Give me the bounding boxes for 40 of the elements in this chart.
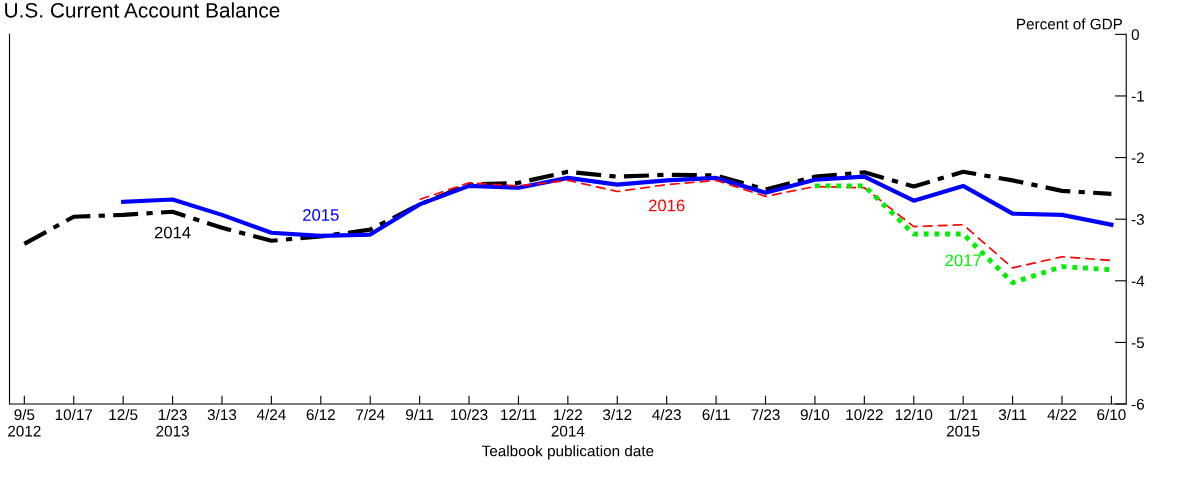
y-tick-label: 0 <box>1131 29 1139 41</box>
x-tick-label: 6/11 <box>702 408 730 421</box>
x-tick-label: 9/10 <box>800 408 830 421</box>
y-tick-label: -6 <box>1131 398 1144 410</box>
series-label: 2014 <box>154 226 191 239</box>
x-tick-label: 1/21 2015 <box>946 408 980 437</box>
line-series <box>121 174 1114 238</box>
series-label: 2017 <box>945 254 981 267</box>
series-label: 2015 <box>303 209 339 221</box>
x-tick-label: 3/11 <box>998 408 1027 421</box>
y-axis-title: Percent of GDP <box>1017 18 1123 30</box>
chart-title: U.S. Current Account Balance <box>5 2 280 18</box>
x-tick-label: 6/12 <box>306 408 335 421</box>
x-tick-label: 7/23 <box>751 408 780 421</box>
x-tick-label: 9/11 <box>406 408 434 421</box>
y-tick-label: -5 <box>1131 337 1145 349</box>
x-tick-label: 4/23 <box>652 408 681 421</box>
x-tick-label: 6/10 <box>1097 408 1126 421</box>
x-tick-label: 4/24 <box>256 408 286 421</box>
y-tick-label: -1 <box>1131 90 1144 102</box>
line-series <box>418 179 1113 269</box>
y-tick-label: -2 <box>1131 152 1144 164</box>
x-tick-label: 10/17 <box>55 408 93 421</box>
x-tick-label: 9/5 2012 <box>8 408 41 437</box>
y-tick-label: -4 <box>1131 275 1145 287</box>
x-tick-label: 3/13 <box>207 408 237 421</box>
x-axis-title: Tealbook publication date <box>482 445 654 460</box>
x-tick-label: 7/24 <box>356 408 385 421</box>
y-tick-label: -3 <box>1131 214 1144 225</box>
x-tick-label: 3/12 <box>602 408 632 421</box>
x-tick-label: 1/22 2014 <box>551 408 585 437</box>
x-tick-label: 12/11 <box>501 408 537 421</box>
x-tick-label: 10/22 <box>846 408 883 421</box>
x-tick-label: 10/23 <box>451 408 488 421</box>
x-tick-label: 4/22 <box>1047 408 1077 421</box>
x-tick-label: 1/23 2013 <box>156 408 189 437</box>
series-label: 2016 <box>648 199 685 212</box>
x-tick-label: 12/10 <box>895 408 933 421</box>
x-tick-label: 12/5 <box>109 408 138 421</box>
line-series <box>22 169 1114 246</box>
